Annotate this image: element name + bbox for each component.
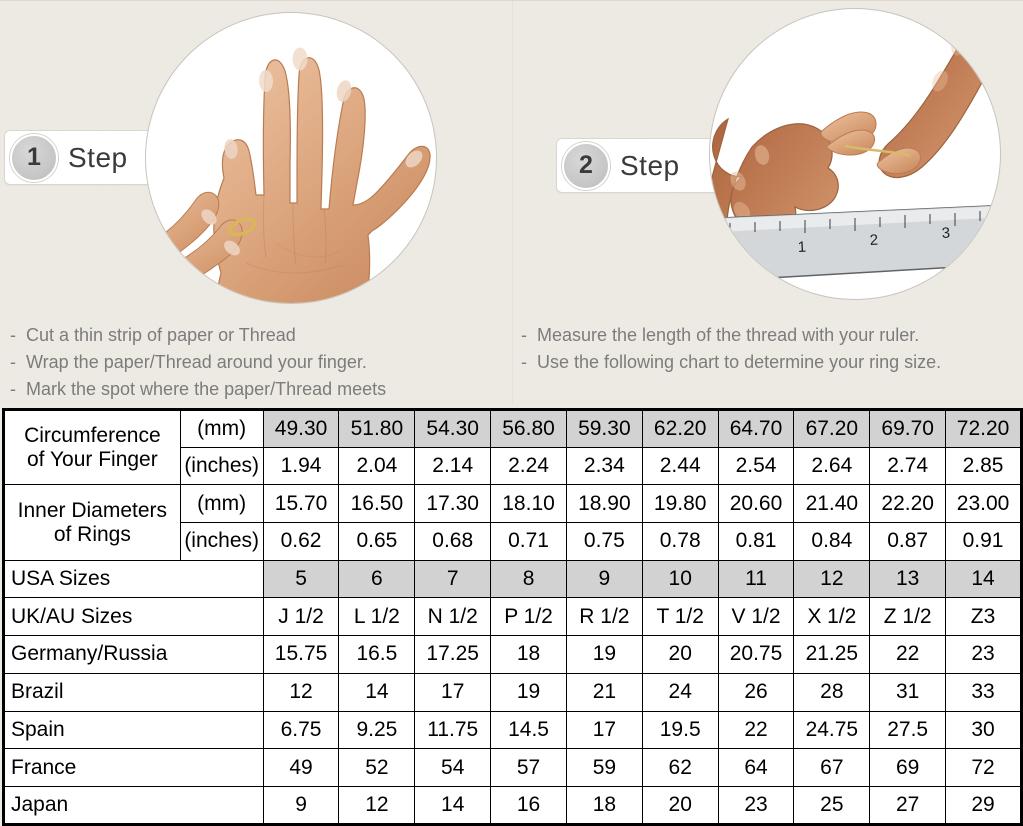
svg-text:3: 3 [941, 225, 950, 242]
svg-text:2: 2 [869, 232, 878, 249]
svg-text:1: 1 [797, 239, 806, 256]
